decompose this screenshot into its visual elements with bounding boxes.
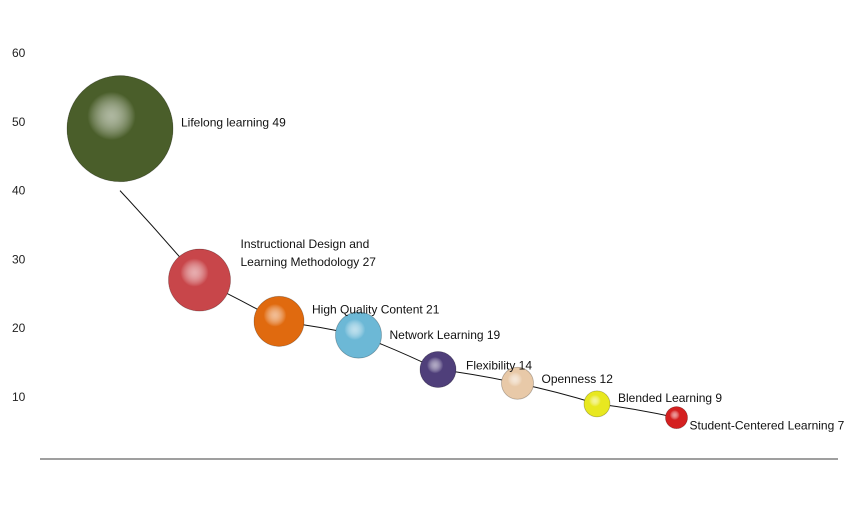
y-axis-ticks: 60 50 40 30 20 10 (12, 46, 26, 404)
bubbles-group (66, 75, 688, 430)
bubble (501, 366, 534, 400)
bubble-label: Instructional Design and (241, 237, 370, 251)
bubble (66, 75, 174, 183)
bubble-label: High Quality Content 21 (312, 302, 440, 316)
y-tick-label: 20 (12, 321, 26, 335)
bubble (168, 248, 231, 312)
bubble (335, 311, 382, 359)
bubble-label: Lifelong learning 49 (181, 116, 286, 130)
y-tick-label: 10 (12, 390, 26, 404)
y-tick-label: 40 (12, 184, 26, 198)
bubble-label: Flexibility 14 (466, 359, 532, 373)
bubble (419, 351, 457, 388)
bubble-label: Openness 12 (542, 372, 614, 386)
bubble-labels-group: Lifelong learning 49 Instructional Design… (181, 116, 845, 433)
bubble-label: Blended Learning 9 (618, 391, 722, 405)
y-tick-label: 60 (12, 46, 26, 60)
bubble-label: Network Learning 19 (390, 328, 501, 342)
bubble-label: Student-Centered Learning 7 (690, 419, 845, 433)
y-tick-label: 50 (12, 115, 26, 129)
y-tick-label: 30 (12, 252, 26, 266)
bubble (665, 406, 688, 430)
bubble-label: Learning Methodology 27 (241, 255, 377, 269)
bubble (583, 390, 611, 418)
bubble (253, 295, 305, 347)
